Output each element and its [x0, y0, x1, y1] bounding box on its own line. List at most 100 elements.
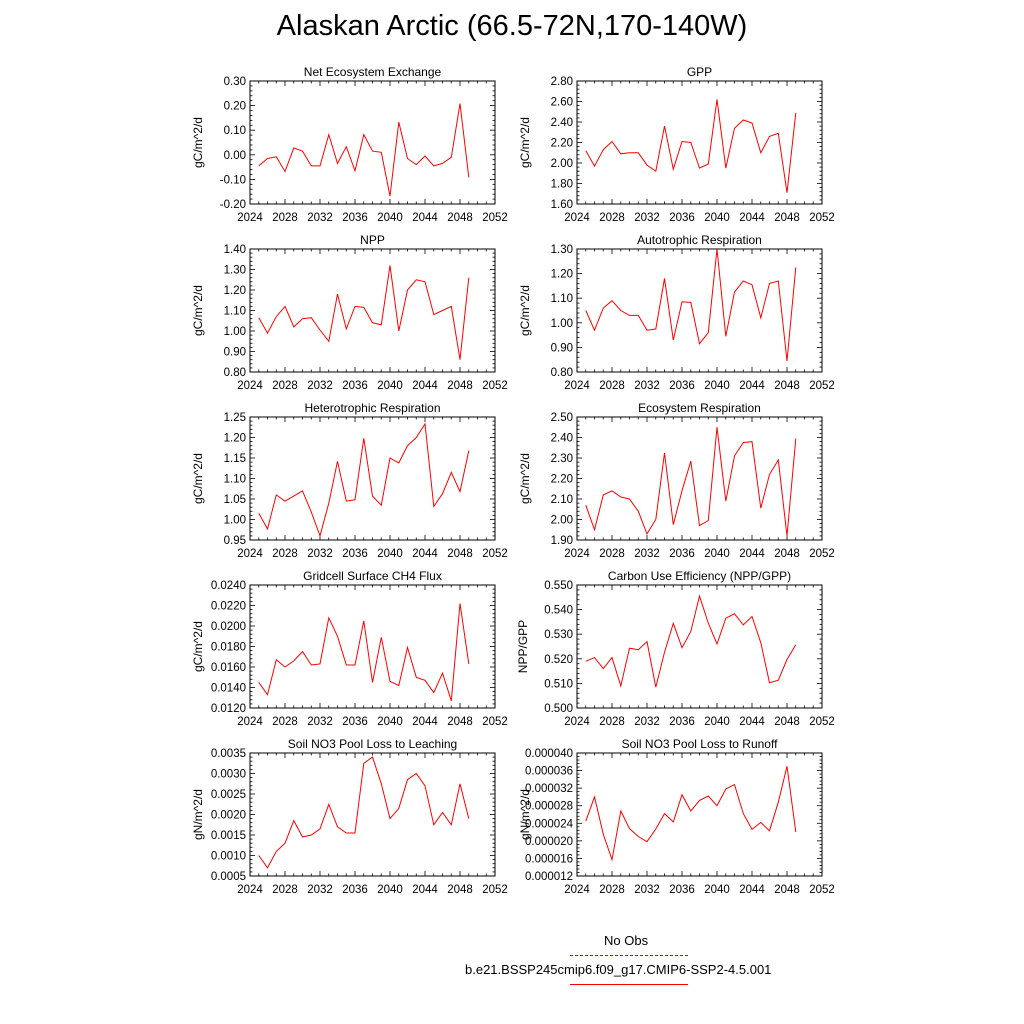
y-tick-label: 2.20	[551, 138, 573, 150]
x-tick-label: 2052	[809, 380, 835, 392]
chart-title: GPP	[687, 65, 712, 79]
series-line	[258, 603, 470, 701]
x-tick-label: 2048	[447, 884, 473, 896]
x-tick-label: 2040	[704, 212, 730, 224]
y-tick-label: 1.20	[224, 433, 246, 445]
x-tick-label: 2036	[669, 548, 695, 560]
chart-panel: Ecosystem Respiration gC/m^2/d 2024 2028 203…	[518, 401, 835, 560]
plot-frame	[576, 80, 823, 205]
y-tick-label: 0.000032	[525, 783, 573, 795]
plot-frame	[576, 248, 823, 373]
x-tick-label: 2048	[774, 884, 800, 896]
legend-obs-line	[570, 955, 688, 956]
x-tick-label: 2032	[307, 884, 333, 896]
x-tick-label: 2040	[377, 884, 403, 896]
y-tick-label: 1.05	[224, 494, 246, 506]
x-tick-label: 2048	[447, 716, 473, 728]
y-tick-label: 0.90	[551, 342, 573, 354]
chart-panel: Gridcell Surface CH4 Flux gC/m^2/d 2024 202…	[191, 569, 508, 728]
y-tick-label: 0.000016	[525, 853, 573, 865]
series-line	[258, 422, 470, 538]
x-tick-label: 2048	[774, 380, 800, 392]
x-tick-label: 2036	[669, 884, 695, 896]
x-tick-label: 2032	[634, 212, 660, 224]
x-tick-label: 2036	[342, 548, 368, 560]
x-tick-label: 2036	[342, 212, 368, 224]
y-tick-label: 0.95	[224, 535, 246, 547]
chart-panel: NPP gC/m^2/d 2024 2028 2032 2036 2040 2044 2048 2…	[191, 233, 508, 392]
y-tick-label: 1.10	[551, 293, 573, 305]
chart-title: Soil NO3 Pool Loss to Leaching	[288, 737, 457, 751]
x-tick-label: 2032	[634, 716, 660, 728]
x-tick-label: 2044	[412, 212, 438, 224]
y-tick-label: 2.80	[551, 76, 573, 88]
chart-panel: Autotrophic Respiration gC/m^2/d 2024 2028 2…	[518, 233, 835, 392]
y-tick-label: 0.0140	[211, 683, 246, 695]
x-tick-label: 2044	[739, 716, 765, 728]
x-tick-label: 2028	[272, 548, 298, 560]
y-axis-label: gN/m^2/d	[518, 789, 532, 840]
x-tick-label: 2048	[774, 548, 800, 560]
y-tick-label: 2.30	[551, 453, 573, 465]
x-tick-label: 2052	[482, 548, 508, 560]
y-tick-label: 0.0240	[211, 580, 246, 592]
plot-frame	[249, 584, 496, 709]
y-tick-label: 1.20	[224, 285, 246, 297]
series-line	[585, 99, 797, 193]
y-tick-label: 0.0035	[211, 748, 246, 760]
x-tick-label: 2024	[237, 212, 263, 224]
y-tick-label: 2.40	[551, 433, 573, 445]
chart-title: Carbon Use Efficiency (NPP/GPP)	[608, 569, 791, 583]
y-tick-label: 0.000036	[525, 766, 573, 778]
y-tick-label: 0.000020	[525, 836, 573, 848]
x-tick-label: 2048	[447, 212, 473, 224]
y-axis-label: gN/m^2/d	[191, 789, 205, 840]
y-tick-label: 0.0200	[211, 621, 246, 633]
x-tick-label: 2040	[377, 380, 403, 392]
chart-panel: Soil NO3 Pool Loss to Leaching gN/m^2/d 20…	[191, 737, 508, 896]
x-tick-label: 2036	[342, 380, 368, 392]
x-tick-label: 2052	[809, 716, 835, 728]
x-tick-label: 2036	[669, 380, 695, 392]
x-tick-label: 2040	[704, 548, 730, 560]
chart-panel: GPP gC/m^2/d 2024 2028 2032 2036 2040 2044 2048 2…	[518, 65, 835, 224]
y-tick-label: 2.40	[551, 117, 573, 129]
chart-panel: Heterotrophic Respiration gC/m^2/d 2024 202…	[191, 401, 508, 560]
x-tick-label: 2044	[412, 548, 438, 560]
y-tick-label: 1.00	[551, 318, 573, 330]
x-tick-label: 2028	[272, 884, 298, 896]
y-tick-label: -0.20	[220, 199, 246, 211]
y-tick-label: 0.520	[544, 654, 573, 666]
y-tick-label: 0.90	[224, 347, 246, 359]
y-tick-label: 0.530	[544, 629, 573, 641]
chart-panel: Carbon Use Efficiency (NPP/GPP) NPP/GPP 20…	[516, 569, 835, 728]
page-title: Alaskan Arctic (66.5-72N,170-140W)	[276, 10, 748, 42]
series-line	[585, 594, 797, 688]
series-line	[585, 248, 797, 361]
y-tick-label: 2.50	[551, 412, 573, 424]
y-tick-label: 2.10	[551, 494, 573, 506]
x-tick-label: 2048	[774, 212, 800, 224]
x-tick-label: 2048	[447, 380, 473, 392]
plot-frame	[249, 80, 496, 205]
y-tick-label: -0.10	[220, 174, 246, 186]
x-tick-label: 2028	[599, 380, 625, 392]
x-tick-label: 2044	[739, 212, 765, 224]
y-tick-label: 0.510	[544, 678, 573, 690]
x-tick-label: 2052	[809, 212, 835, 224]
x-tick-label: 2028	[599, 548, 625, 560]
y-tick-label: 1.40	[224, 244, 246, 256]
y-axis-label: gC/m^2/d	[518, 453, 532, 504]
series-line	[585, 766, 797, 862]
y-tick-label: 0.80	[224, 367, 246, 379]
x-tick-label: 2040	[377, 548, 403, 560]
legend-model-label: b.e21.BSSP245cmip6.f09_g17.CMIP6-SSP2-4.…	[465, 962, 772, 977]
y-axis-label: gC/m^2/d	[518, 285, 532, 336]
x-tick-label: 2036	[342, 716, 368, 728]
x-tick-label: 2028	[599, 212, 625, 224]
y-tick-label: 1.00	[224, 515, 246, 527]
x-tick-label: 2028	[272, 212, 298, 224]
y-tick-label: 0.0025	[211, 789, 246, 801]
x-tick-label: 2032	[634, 884, 660, 896]
